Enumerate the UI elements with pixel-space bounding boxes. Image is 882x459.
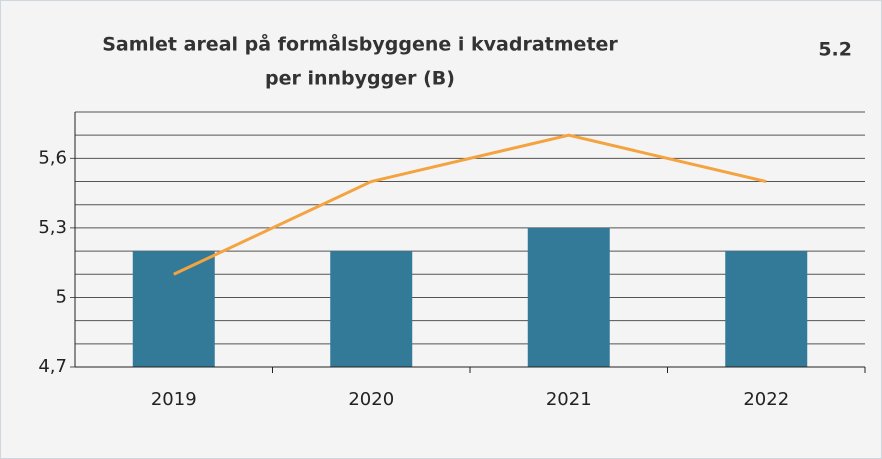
y-tick-label: 5 (56, 286, 67, 307)
bar (330, 251, 413, 367)
y-tick-label: 5,3 (38, 217, 67, 238)
bar (132, 251, 215, 367)
chart-title: Samlet areal på formålsbyggene i kvadrat… (102, 32, 618, 56)
chart-subtitle: per innbygger (B) (265, 68, 455, 90)
y-tick-label: 4,7 (38, 356, 67, 377)
x-tick-label: 2022 (743, 389, 789, 410)
x-tick-label: 2021 (546, 389, 592, 410)
bar (527, 227, 610, 367)
x-tick-label: 2020 (348, 389, 394, 410)
x-tick-label: 2019 (151, 389, 197, 410)
bar (725, 251, 808, 367)
line (173, 133, 767, 276)
annotation: 5.2 (818, 39, 852, 61)
y-tick-label: 5,6 (38, 147, 67, 168)
